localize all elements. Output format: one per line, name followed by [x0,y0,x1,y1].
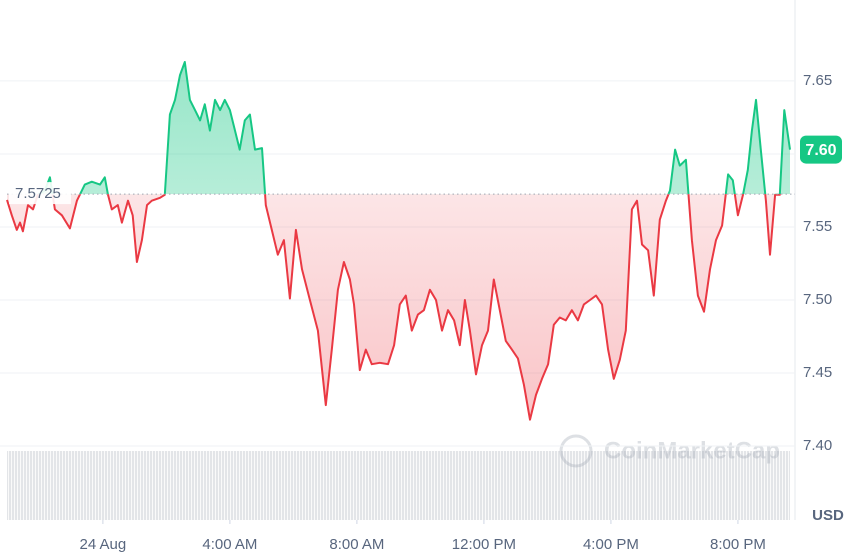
baseline-label: 7.5725 [15,185,61,202]
watermark: CoinMarketCap [559,434,780,468]
last-price-badge [800,135,842,164]
price-line-up [37,61,791,195]
y-tick-label: 7.40 [803,437,832,454]
x-tick-label: 24 Aug [80,536,127,553]
area-down [7,194,780,420]
price-line-down [6,194,781,421]
last-price-label: 7.60 [805,142,836,159]
volume-bars [7,451,790,520]
y-tick-label: 7.55 [803,218,832,235]
x-tick-label: 8:00 PM [710,536,766,553]
x-tick-label: 4:00 PM [583,536,639,553]
x-tick-label: 4:00 AM [202,536,257,553]
watermark-text: CoinMarketCap [604,437,780,464]
x-tick-label: 8:00 AM [329,536,384,553]
y-tick-label: 7.45 [803,364,832,381]
baseline-label-bg [9,182,71,205]
y-tick-label: 7.65 [803,72,832,89]
area-up [7,62,790,195]
x-tick-label: 12:00 PM [452,536,516,553]
y-tick-label: 7.50 [803,291,832,308]
y-unit: USD [812,507,844,524]
